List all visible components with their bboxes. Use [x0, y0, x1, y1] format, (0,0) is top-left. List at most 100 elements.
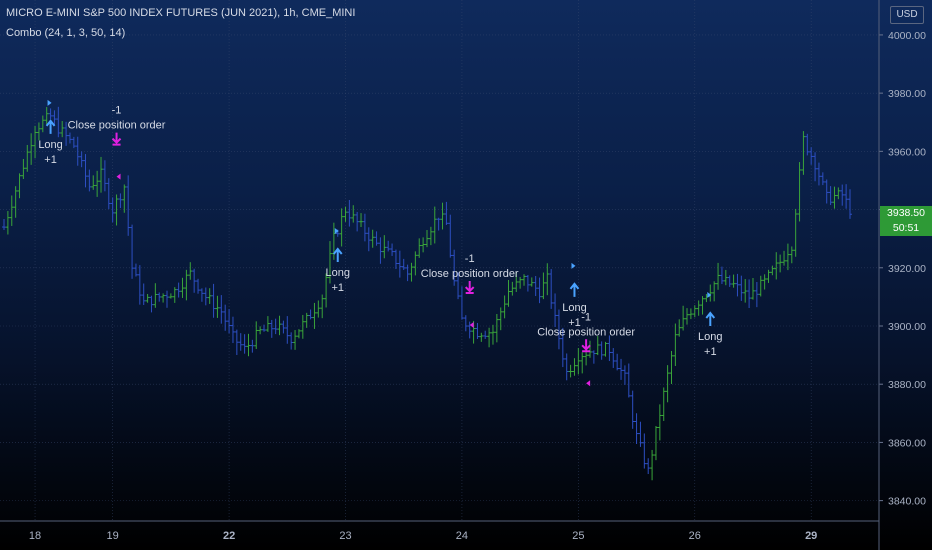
ohlc-bar: [64, 121, 69, 146]
ohlc-bar: [130, 224, 135, 279]
entry-marker-icon: [707, 291, 712, 298]
ohlc-bar: [754, 281, 759, 308]
ohlc-bar: [599, 341, 604, 360]
ohlc-bar: [626, 363, 631, 398]
ohlc-bar: [9, 195, 14, 226]
ohlc-bar: [246, 333, 251, 357]
ohlc-bar: [304, 312, 309, 328]
ohlc-bar: [126, 175, 131, 236]
signal-qty: +1: [44, 154, 57, 166]
ohlc-bar: [254, 321, 259, 350]
x-tick-label: 26: [689, 530, 701, 542]
entry-marker-icon: [571, 262, 576, 269]
long-signal: Long +1: [326, 227, 350, 294]
ohlc-bar: [708, 284, 713, 302]
ohlc-bar: [576, 348, 581, 375]
ohlc-bar: [436, 217, 441, 231]
ohlc-bar: [723, 269, 728, 286]
ohlc-bar: [258, 326, 263, 335]
close-arrow-icon: [111, 132, 122, 146]
ohlc-bar: [770, 265, 775, 276]
ohlc-bar: [33, 125, 38, 159]
ohlc-bar: [622, 365, 627, 385]
ohlc-bar: [502, 295, 507, 319]
signal-qty: -1: [465, 253, 475, 265]
ohlc-bar: [448, 214, 453, 258]
ohlc-bar: [456, 272, 461, 300]
ohlc-bar: [735, 273, 740, 297]
ohlc-bar: [351, 205, 356, 223]
ohlc-bar: [801, 131, 806, 175]
ohlc-bar: [83, 154, 88, 188]
entry-marker-icon: [47, 99, 52, 106]
ohlc-bar: [67, 132, 72, 144]
ohlc-bar: [564, 353, 569, 381]
ohlc-bar: [359, 213, 364, 228]
ohlc-bar: [440, 202, 445, 230]
ohlc-bar: [541, 272, 546, 300]
ohlc-bar: [99, 156, 104, 193]
ohlc-bar: [537, 277, 542, 304]
ohlc-bar: [673, 323, 678, 366]
ohlc-bar: [797, 162, 802, 222]
ohlc-bar: [56, 106, 61, 138]
grid-lines: [0, 0, 879, 521]
ohlc-bar: [813, 152, 818, 182]
ohlc-bar: [828, 186, 833, 206]
ohlc-bar: [498, 307, 503, 331]
ohlc-bar: [122, 184, 127, 213]
signal-label: Long: [698, 331, 722, 343]
ohlc-bar: [778, 254, 783, 273]
ohlc-bar: [265, 316, 270, 332]
ohlc-bar: [615, 353, 620, 371]
ohlc-bar: [277, 315, 282, 336]
ohlc-bar: [393, 249, 398, 270]
signal-label: Close position order: [68, 120, 166, 132]
ohlc-bar: [79, 151, 84, 168]
ohlc-bar: [463, 315, 468, 332]
ohlc-bar: [95, 170, 100, 197]
ohlc-bar: [591, 350, 596, 364]
signal-qty: -1: [112, 105, 122, 117]
ohlc-bar: [13, 186, 18, 218]
ohlc-bar: [560, 327, 565, 368]
entry-marker-icon: [334, 227, 339, 234]
ohlc-bar: [747, 279, 752, 308]
ohlc-bar: [324, 273, 329, 308]
ohlc-bar: [844, 184, 849, 209]
bar-countdown-badge: 50:51: [880, 220, 932, 236]
currency-button[interactable]: USD: [890, 6, 924, 24]
ohlc-bar: [370, 229, 375, 248]
indicator-label[interactable]: Combo (24, 1, 3, 50, 14): [6, 27, 126, 39]
ohlc-bar: [665, 365, 670, 403]
ohlc-bar: [339, 208, 344, 247]
ohlc-bar: [467, 321, 472, 339]
long-arrow-icon: [332, 247, 343, 262]
ohlc-bar: [421, 237, 426, 253]
ohlc-bar: [731, 274, 736, 288]
ohlc-bar: [824, 179, 829, 204]
long-arrow-icon: [569, 282, 580, 297]
ohlc-bar: [153, 283, 158, 308]
ohlc-bar: [196, 278, 201, 294]
ohlc-bar: [848, 189, 852, 219]
long-arrow-icon: [45, 119, 56, 134]
ohlc-bar: [405, 264, 410, 282]
ohlc-bar: [203, 287, 208, 306]
ohlc-bar: [331, 222, 336, 260]
ohlc-bar: [17, 173, 22, 199]
ohlc-bar: [234, 329, 239, 355]
ohlc-bar: [71, 136, 76, 149]
signal-label: Close position order: [537, 326, 635, 338]
ohlc-bar: [661, 387, 666, 421]
close-signal: -1 Close position order: [537, 311, 635, 387]
ohlc-bar: [549, 269, 554, 309]
ohlc-bar: [646, 458, 651, 475]
ohlc-bar: [483, 330, 488, 339]
ohlc-bar: [168, 293, 173, 299]
ohlc-bar: [289, 332, 294, 350]
ohlc-bar: [413, 251, 418, 276]
ohlc-bar: [836, 187, 841, 200]
